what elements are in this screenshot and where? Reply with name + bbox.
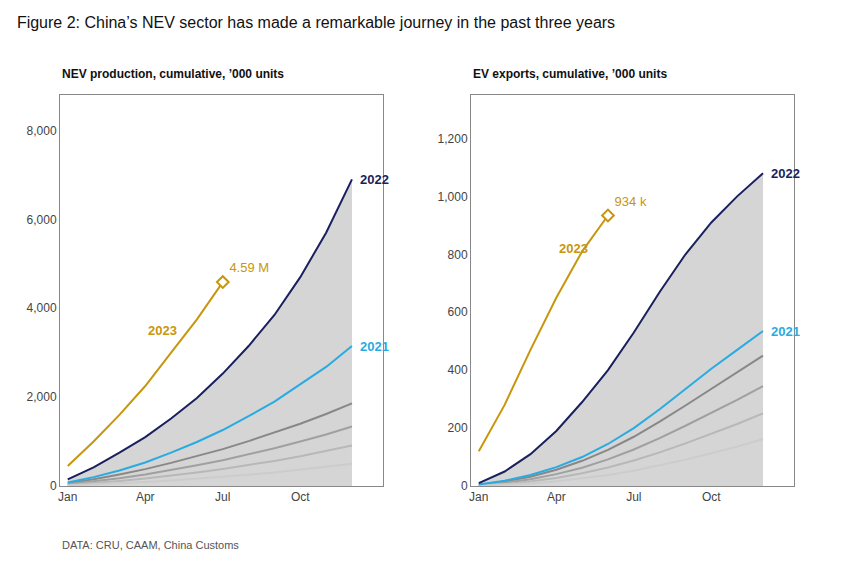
svg-text:Jan: Jan	[469, 490, 488, 504]
svg-text:4.59 M: 4.59 M	[229, 260, 269, 275]
svg-text:400: 400	[448, 363, 468, 377]
svg-text:Apr: Apr	[136, 490, 155, 504]
svg-text:8,000: 8,000	[27, 124, 57, 138]
svg-text:Apr: Apr	[547, 490, 566, 504]
svg-text:4,000: 4,000	[27, 301, 57, 315]
svg-text:934 k: 934 k	[615, 194, 647, 209]
svg-text:0: 0	[461, 479, 468, 493]
svg-text:DATA: CRU, CAAM, China Customs: DATA: CRU, CAAM, China Customs	[62, 539, 239, 551]
svg-text:2021: 2021	[360, 339, 389, 354]
svg-text:Oct: Oct	[702, 490, 721, 504]
svg-text:1,200: 1,200	[438, 132, 468, 146]
svg-text:1,000: 1,000	[438, 190, 468, 204]
svg-text:200: 200	[448, 421, 468, 435]
svg-text:2023: 2023	[559, 241, 588, 256]
svg-text:6,000: 6,000	[27, 213, 57, 227]
svg-text:2021: 2021	[771, 324, 800, 339]
svg-text:2,000: 2,000	[27, 390, 57, 404]
svg-text:Figure 2: China’s NEV sector h: Figure 2: China’s NEV sector has made a …	[17, 14, 615, 31]
svg-text:NEV production, cumulative, ’0: NEV production, cumulative, ’000 units	[62, 67, 284, 81]
svg-text:Jul: Jul	[215, 490, 230, 504]
svg-text:EV exports, cumulative, ’000 u: EV exports, cumulative, ’000 units	[473, 67, 667, 81]
svg-text:600: 600	[448, 305, 468, 319]
svg-text:Jul: Jul	[626, 490, 641, 504]
svg-text:0: 0	[50, 479, 57, 493]
svg-text:800: 800	[448, 248, 468, 262]
svg-text:Oct: Oct	[291, 490, 310, 504]
svg-text:2023: 2023	[148, 323, 177, 338]
svg-text:2022: 2022	[360, 172, 389, 187]
svg-text:2022: 2022	[771, 166, 800, 181]
svg-text:Jan: Jan	[58, 490, 77, 504]
